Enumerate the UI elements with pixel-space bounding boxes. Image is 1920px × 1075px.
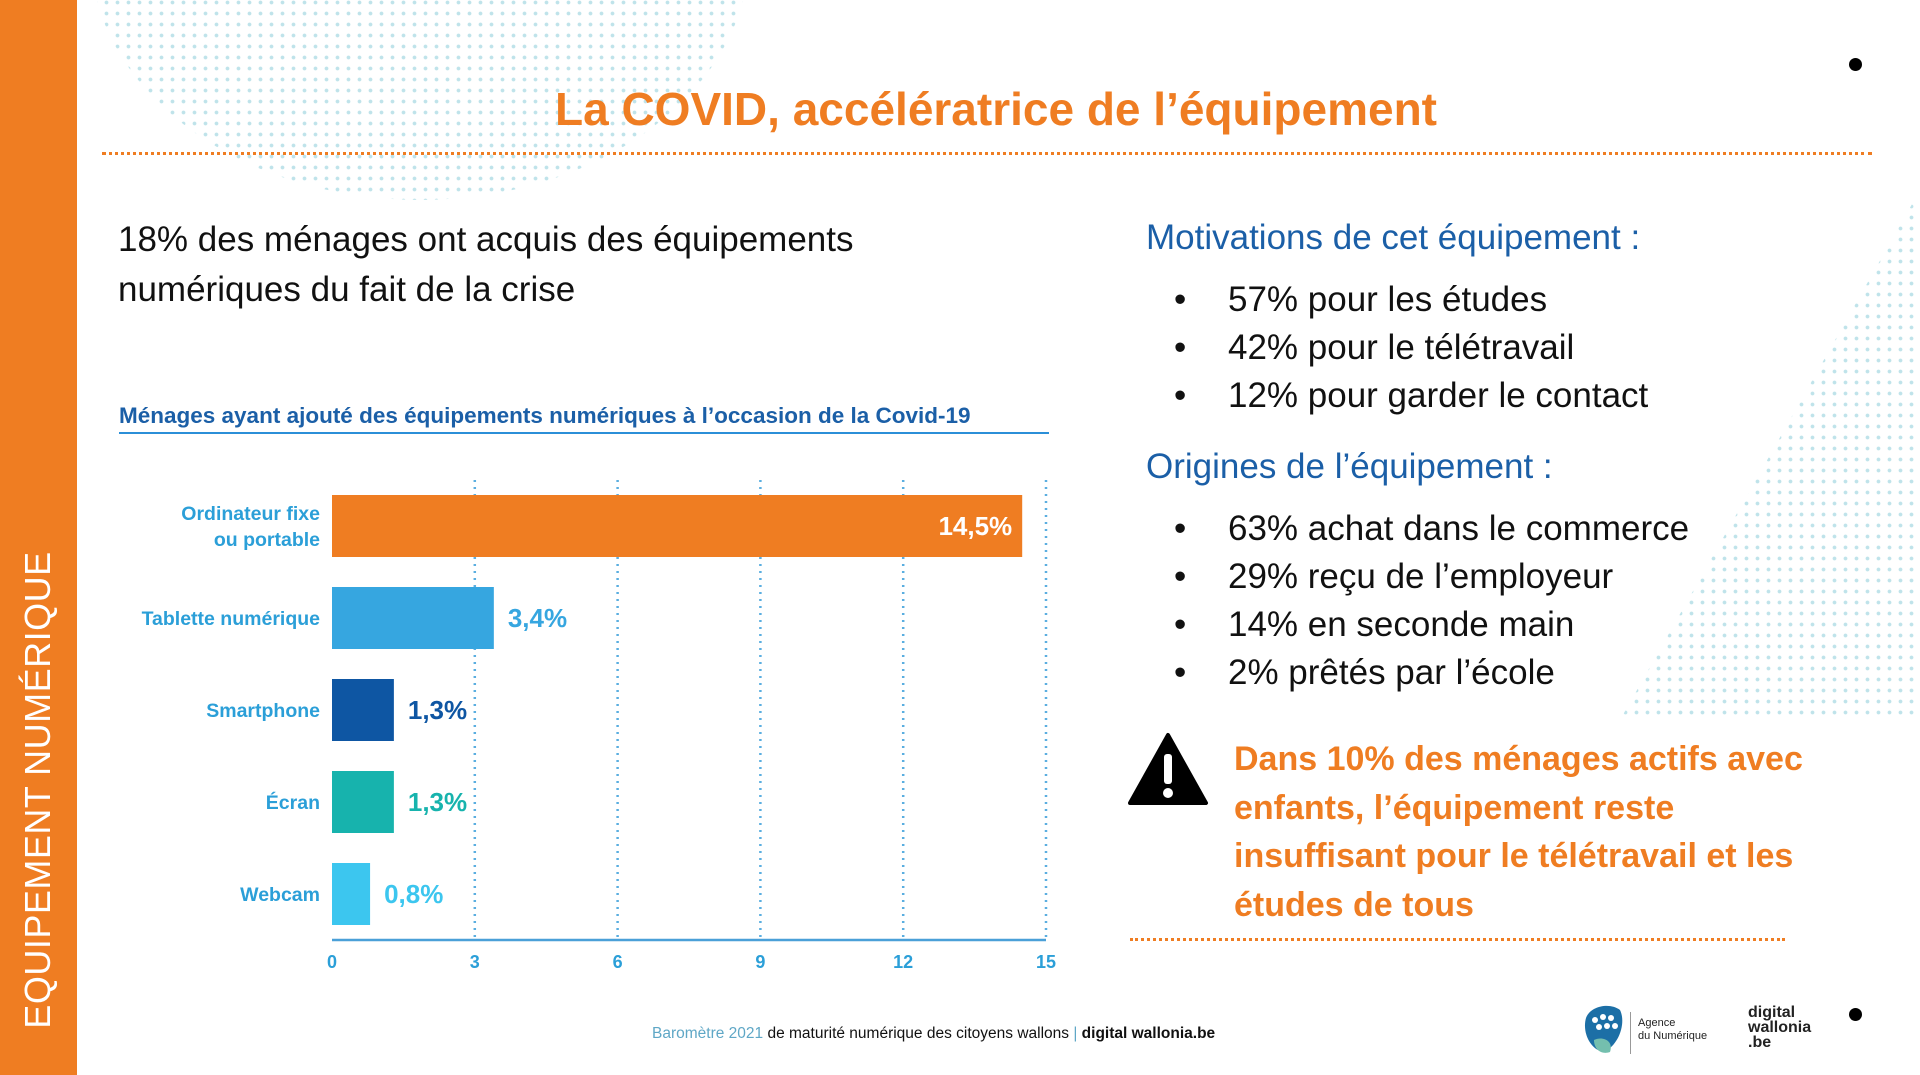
origines-heading: Origines de l’équipement :: [1146, 447, 1553, 486]
logo-line: Agence: [1638, 1017, 1676, 1029]
list-item: 2% prêtés par l’école: [1228, 649, 1689, 697]
x-tick-label: 15: [1036, 952, 1056, 972]
x-tick-label: 9: [755, 952, 765, 972]
warning-triangle-icon: [1128, 733, 1208, 805]
title-divider: [102, 152, 1872, 155]
list-item: 63% achat dans le commerce: [1228, 505, 1689, 553]
motivations-list: 57% pour les études 42% pour le télétrav…: [1228, 276, 1648, 420]
footer-barometre: Baromètre 2021: [652, 1025, 764, 1042]
footer: Baromètre 2021 de maturité numérique des…: [652, 1025, 1215, 1043]
logo-separator: [1630, 1012, 1631, 1054]
bar-value-label: 1,3%: [408, 695, 467, 725]
motivations-heading: Motivations de cet équipement :: [1146, 218, 1641, 257]
bar: [332, 679, 394, 741]
bar-value-label: 3,4%: [508, 603, 567, 633]
footer-subtitle: de maturité numérique des citoyens wallo…: [763, 1025, 1074, 1042]
footer-separator: |: [1073, 1025, 1078, 1042]
logo-line: du Numérique: [1638, 1030, 1708, 1042]
logo-line: .be: [1748, 1034, 1772, 1051]
corner-dot-bottom: [1849, 1008, 1862, 1021]
list-item: 29% reçu de l’employeur: [1228, 553, 1689, 601]
agence-numerique-logo-icon: [1584, 1005, 1623, 1053]
footer-link: digital wallonia.be: [1077, 1025, 1216, 1042]
chart-title-underline: [119, 432, 1049, 434]
intro-text: 18% des ménages ont acquis des équipemen…: [118, 220, 854, 309]
list-item: 14% en seconde main: [1228, 601, 1689, 649]
bar-value-label: 0,8%: [384, 879, 443, 909]
category-label: Ordinateur fixe: [181, 503, 320, 525]
category-label: Smartphone: [206, 700, 320, 722]
bar-chart: 14,5% Ordinateur fixe ou portable 3,4% Table…: [142, 480, 1056, 972]
x-tick-label: 6: [613, 952, 623, 972]
x-tick-label: 3: [470, 952, 480, 972]
logo-line: wallonia: [1748, 1019, 1812, 1036]
category-label: Tablette numérique: [142, 608, 321, 630]
bar: [332, 771, 394, 833]
chart-title: Ménages ayant ajouté des équipements num…: [119, 403, 971, 428]
warning-divider: [1130, 938, 1785, 941]
list-item: 12% pour garder le contact: [1228, 372, 1648, 420]
bar: [332, 495, 1023, 557]
sidebar-band: EQUIPEMENT NUMÉRIQUE: [0, 0, 77, 1075]
slide-title: La COVID, accélératrice de l’équipement: [555, 83, 1437, 135]
bar-value-label: 1,3%: [408, 787, 467, 817]
x-tick-label: 12: [893, 952, 913, 972]
bar: [332, 863, 371, 925]
logo-line: digital: [1748, 1004, 1796, 1021]
list-item: 57% pour les études: [1228, 276, 1648, 324]
warning-text: Dans 10% des ménages actifs avec enfants…: [1234, 740, 1803, 924]
agence-numerique-logo-text: Agence du Numérique: [1638, 1017, 1707, 1043]
origines-list: 63% achat dans le commerce 29% reçu de l…: [1228, 505, 1689, 697]
list-item: 42% pour le télétravail: [1228, 324, 1648, 372]
bar: [332, 587, 494, 649]
corner-dot-top: [1849, 58, 1862, 71]
sidebar-label: EQUIPEMENT NUMÉRIQUE: [17, 551, 58, 1029]
category-label: Écran: [266, 791, 320, 814]
category-label: ou portable: [214, 529, 320, 551]
x-tick-label: 0: [327, 952, 337, 972]
category-label: Webcam: [240, 884, 320, 906]
bar-value-label: 14,5%: [938, 511, 1012, 541]
digital-wallonia-logo: digital wallonia .be: [1748, 1004, 1812, 1051]
